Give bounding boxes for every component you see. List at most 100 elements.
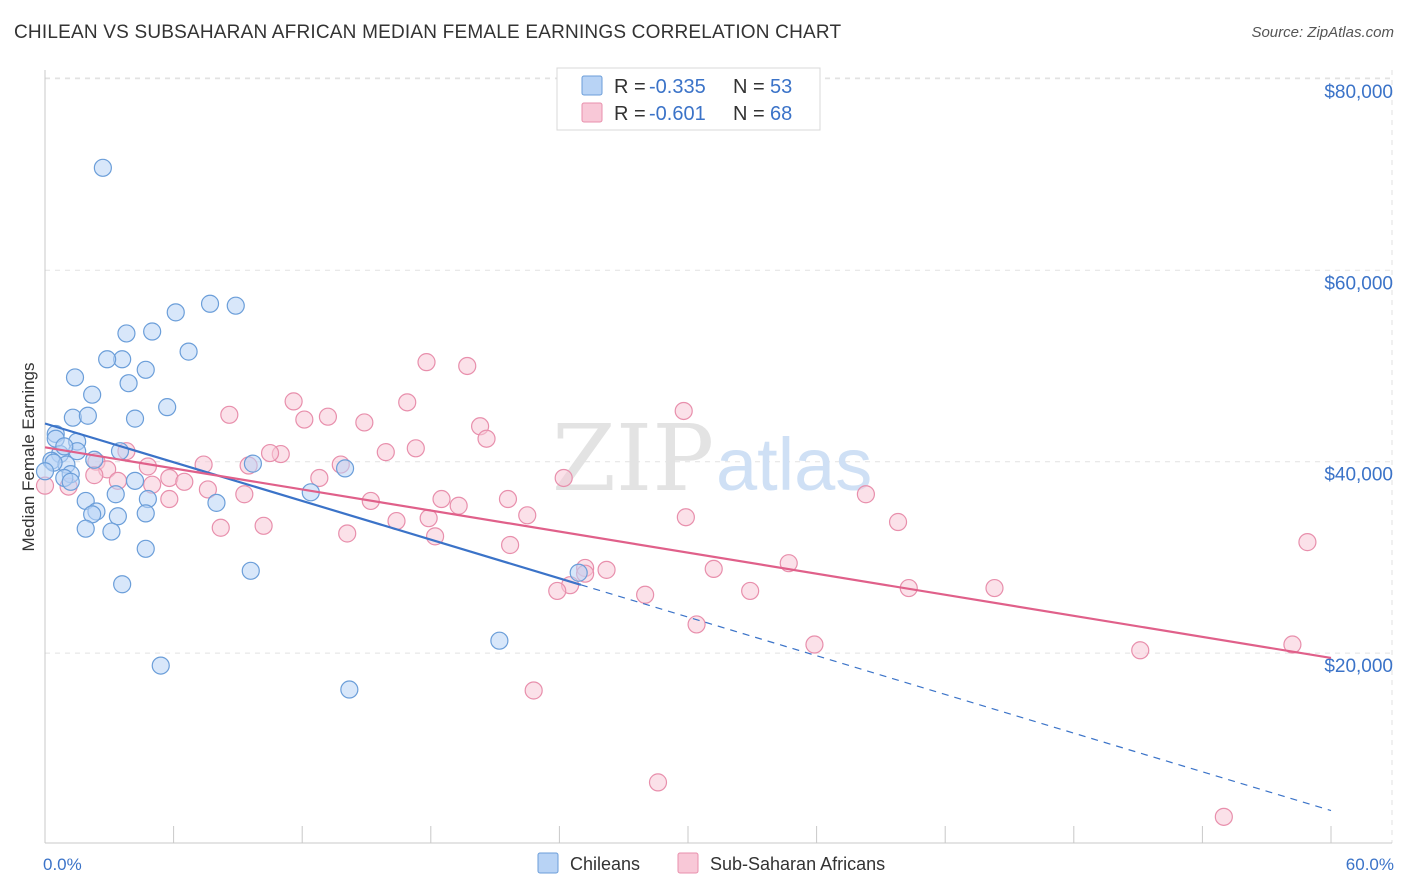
chilean-point [158, 398, 177, 417]
x-tick-label-max: 60.0% [1346, 855, 1394, 874]
chilean-point [569, 563, 588, 582]
subsaharan-point [856, 485, 875, 504]
y-axis-label: Median Female Earnings [19, 363, 38, 552]
subsaharan-point [160, 489, 179, 509]
chilean-point [61, 472, 80, 491]
subsaharan-point [548, 581, 567, 601]
subsaharan-point [175, 472, 194, 491]
chilean-point [136, 360, 155, 379]
subsaharan-point [254, 516, 273, 535]
subsaharan-point [704, 559, 723, 579]
subsaharan-point [518, 506, 537, 525]
watermark-zip: ZIP [552, 405, 714, 512]
y-tick-label: $60,000 [1324, 273, 1393, 294]
subsaharan-point [310, 468, 329, 488]
chilean-point [113, 575, 132, 594]
chilean-point [241, 561, 260, 580]
chilean-point [76, 519, 95, 538]
trend-line-chileans [44, 422, 582, 586]
subsaharan-point [295, 410, 314, 429]
bottom-legend: Chileans Sub-Saharan Africans [537, 852, 885, 874]
chilean-point [65, 368, 85, 387]
subsaharan-point [406, 439, 425, 458]
chilean-point [93, 158, 112, 177]
legend-n-label: N = [733, 76, 765, 98]
subsaharan-point [676, 508, 695, 527]
subsaharan-point [648, 773, 668, 792]
chilean-point [125, 471, 145, 490]
legend-box: R = -0.335 N = 53 R = -0.601 N = 68 [556, 67, 821, 131]
subsaharan-point [636, 585, 655, 604]
series-subsaharan-points [35, 353, 1317, 826]
source-label: Source: ZipAtlas.com [1251, 24, 1394, 41]
chilean-point [179, 342, 198, 361]
legend-r-label: R = [614, 76, 646, 98]
legend-n-label: N = [733, 103, 765, 125]
subsaharan-point [1283, 635, 1302, 654]
chilean-point [143, 322, 162, 341]
y-tick-label: $40,000 [1324, 465, 1393, 486]
subsaharan-point [85, 466, 104, 485]
bottom-legend-swatch-chileans [537, 852, 559, 874]
chilean-point [166, 303, 185, 322]
subsaharan-point [458, 356, 477, 376]
subsaharan-point [741, 581, 760, 601]
subsaharan-point [432, 489, 451, 509]
chilean-point [226, 296, 245, 315]
chilean-point [63, 408, 82, 427]
subsaharan-point [1131, 641, 1150, 660]
chilean-point [335, 459, 355, 478]
subsaharan-point [211, 518, 230, 537]
subsaharan-point [220, 405, 239, 424]
subsaharan-point [417, 353, 436, 372]
chilean-point [78, 406, 97, 425]
chilean-point [200, 294, 220, 313]
subsaharan-point [160, 468, 179, 488]
subsaharan-point [1214, 807, 1233, 826]
subsaharan-point [198, 480, 217, 499]
subsaharan-point [554, 468, 573, 488]
subsaharan-point [398, 393, 417, 412]
subsaharan-point [138, 457, 157, 476]
subsaharan-point [888, 512, 908, 532]
chart-title: CHILEAN VS SUBSAHARAN AFRICAN MEDIAN FEM… [14, 22, 842, 43]
subsaharan-point [355, 413, 374, 432]
chilean-point [207, 493, 226, 512]
chilean-point [151, 656, 170, 675]
chilean-point [340, 680, 359, 699]
chilean-point [98, 350, 117, 369]
subsaharan-point [674, 401, 693, 421]
subsaharan-point [805, 635, 824, 654]
legend-r-label: R = [614, 103, 646, 125]
subsaharan-point [597, 560, 616, 579]
legend-swatch-chileans [581, 75, 603, 96]
legend-swatch-subsaharan [581, 102, 603, 123]
x-tick-marks [44, 826, 1332, 843]
legend-r-value: -0.601 [649, 103, 706, 125]
series-chileans-points [35, 158, 588, 699]
subsaharan-point [284, 392, 303, 411]
chilean-point [136, 504, 155, 523]
subsaharan-point [501, 535, 520, 555]
subsaharan-point [449, 496, 468, 515]
legend-n-value: 53 [770, 76, 792, 98]
subsaharan-point [985, 578, 1004, 598]
subsaharan-point [687, 615, 706, 634]
y-tick-label: $80,000 [1324, 82, 1393, 103]
chilean-point [35, 462, 55, 481]
subsaharan-point [260, 443, 280, 463]
x-tick-label-min: 0.0% [43, 855, 82, 874]
legend-r-value: -0.335 [649, 76, 706, 98]
subsaharan-point [524, 681, 543, 700]
chilean-point [243, 454, 263, 473]
y-tick-labels: $20,000 $40,000 $60,000 $80,000 [1324, 82, 1393, 677]
trend-lines [44, 422, 1332, 812]
chilean-point [119, 374, 138, 393]
bottom-legend-chileans: Chileans [570, 854, 640, 874]
subsaharan-point [1298, 533, 1317, 552]
subsaharan-point [498, 489, 518, 509]
chilean-point [117, 324, 136, 343]
chilean-point [125, 409, 145, 428]
trend-line-chileans-extrapolated [580, 584, 1332, 812]
